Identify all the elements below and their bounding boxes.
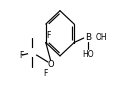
Text: F: F bbox=[44, 69, 48, 78]
Circle shape bbox=[48, 61, 55, 67]
Text: B: B bbox=[85, 33, 91, 42]
Circle shape bbox=[29, 49, 36, 56]
Text: HO: HO bbox=[83, 50, 94, 59]
Text: F: F bbox=[46, 31, 50, 40]
Text: F: F bbox=[19, 51, 24, 60]
Text: OH: OH bbox=[96, 33, 107, 42]
Bar bbox=[93, 35, 98, 39]
Text: O: O bbox=[48, 60, 54, 69]
Circle shape bbox=[84, 32, 93, 40]
Bar bbox=[86, 50, 91, 53]
